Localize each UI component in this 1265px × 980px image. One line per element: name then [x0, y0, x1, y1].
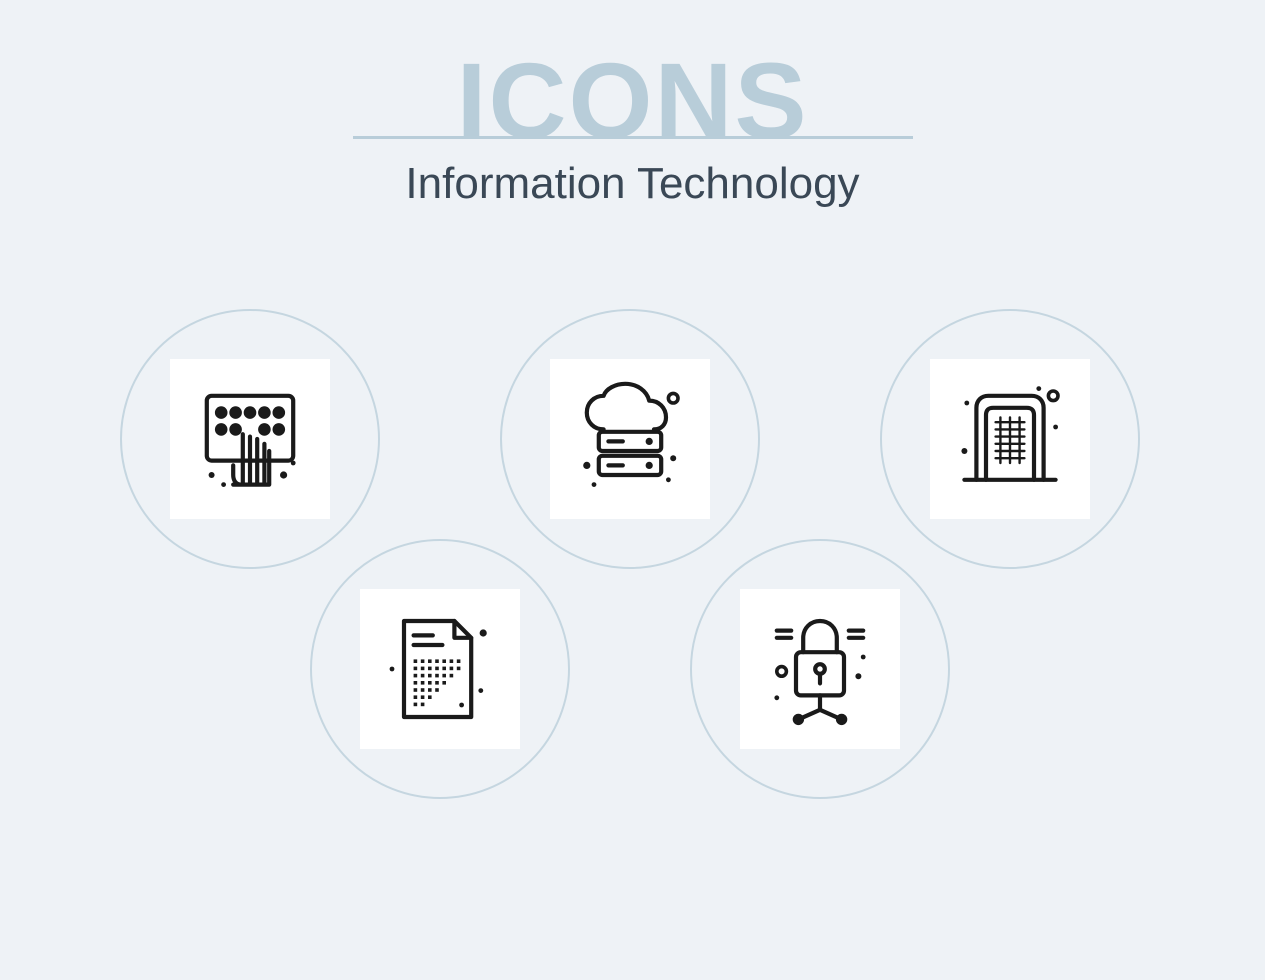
icon-box — [170, 359, 330, 519]
security-gate-icon — [950, 379, 1070, 499]
icon-circle — [500, 309, 760, 569]
cloud-server-icon — [570, 379, 690, 499]
icon-grid — [0, 269, 1265, 889]
icon-circle — [690, 539, 950, 799]
encryption-lock-icon — [760, 609, 880, 729]
page-title: Information Technology — [0, 159, 1265, 209]
icon-circle — [310, 539, 570, 799]
icon-circle — [880, 309, 1140, 569]
touch-keypad-icon — [190, 379, 310, 499]
header: ICONS Information Technology — [0, 0, 1265, 209]
header-underline — [353, 136, 913, 139]
icon-box — [930, 359, 1090, 519]
icon-box — [550, 359, 710, 519]
data-file-icon — [380, 609, 500, 729]
icon-box — [740, 589, 900, 749]
icon-box — [360, 589, 520, 749]
watermark-text: ICONS — [456, 58, 808, 144]
icon-circle — [120, 309, 380, 569]
